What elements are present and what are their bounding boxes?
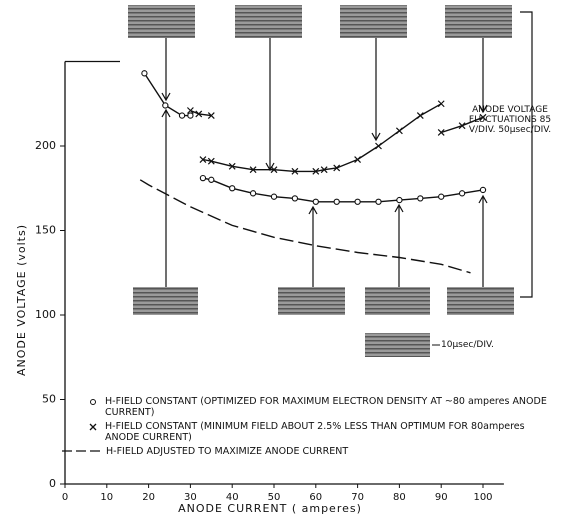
point <box>396 128 402 134</box>
x-tick-label: 100 <box>473 492 492 503</box>
oscillograms <box>128 5 514 357</box>
bracket <box>520 12 532 297</box>
x-tick-label: 20 <box>142 492 155 503</box>
oscillogram <box>128 5 195 38</box>
annotation: 10μsec/DIV. <box>441 340 494 350</box>
x-tick-label: 80 <box>393 492 406 503</box>
y-tick-label: 0 <box>49 477 56 490</box>
x-tick-label: 60 <box>309 492 322 503</box>
point <box>142 71 147 76</box>
oscillogram <box>447 287 514 315</box>
x-tick-label: 10 <box>100 492 113 503</box>
series-line <box>190 104 483 172</box>
point <box>188 113 193 118</box>
series-line <box>144 73 483 202</box>
legend-entry: H-FIELD CONSTANT (MINIMUM FIELD ABOUT 2.… <box>105 421 545 443</box>
arrow <box>162 110 170 287</box>
y-tick-label: 150 <box>35 224 56 237</box>
point <box>438 101 444 107</box>
oscillogram <box>445 5 512 38</box>
point <box>200 176 205 181</box>
point <box>163 103 168 108</box>
point <box>439 194 444 199</box>
x-tick-label: 70 <box>351 492 364 503</box>
point <box>418 196 423 201</box>
arrow <box>309 207 317 287</box>
point <box>292 196 297 201</box>
point <box>480 187 485 192</box>
annotation: ANODE VOLTAGE FLUCTUATIONS 85 V/DIV. 50μ… <box>465 105 555 135</box>
x-tick-label: 90 <box>435 492 448 503</box>
point <box>355 157 361 163</box>
x-axis-label: ANODE CURRENT ( amperes) <box>178 502 362 515</box>
arrow <box>372 38 380 140</box>
oscillogram <box>365 333 430 357</box>
point <box>313 199 318 204</box>
arrow <box>479 38 487 112</box>
point <box>376 199 381 204</box>
point <box>271 194 276 199</box>
point <box>417 113 423 119</box>
point <box>460 191 465 196</box>
x-tick-label: 30 <box>184 492 197 503</box>
point <box>179 113 184 118</box>
x-tick-label: 0 <box>62 492 68 503</box>
x-tick-label: 50 <box>268 492 281 503</box>
oscillogram <box>340 5 407 38</box>
y-axis-label: ANODE VOLTAGE (volts) <box>15 224 28 376</box>
arrow <box>479 196 487 287</box>
oscillogram <box>133 287 198 315</box>
legend-entry: H-FIELD ADJUSTED TO MAXIMIZE ANODE CURRE… <box>106 446 546 457</box>
point <box>397 197 402 202</box>
arrow <box>395 205 403 287</box>
y-tick-label: 50 <box>42 393 56 406</box>
point <box>334 199 339 204</box>
series-line <box>140 180 470 273</box>
legend-entry: H-FIELD CONSTANT (OPTIMIZED FOR MAXIMUM … <box>105 396 550 418</box>
arrow <box>266 38 274 170</box>
point <box>251 191 256 196</box>
page: ANODE VOLTAGE (volts) ANODE CURRENT ( am… <box>0 0 561 519</box>
legend-marker <box>91 400 96 405</box>
legend-marker <box>90 424 96 430</box>
point <box>230 186 235 191</box>
point <box>355 199 360 204</box>
y-tick-label: 100 <box>35 308 56 321</box>
oscillogram <box>365 287 430 315</box>
point <box>376 143 382 149</box>
point <box>209 177 214 182</box>
arrows <box>162 12 532 297</box>
x-tick-label: 40 <box>226 492 239 503</box>
oscillogram <box>235 5 302 38</box>
arrow <box>162 38 170 100</box>
legend-symbols <box>62 400 104 452</box>
y-tick-label: 200 <box>35 139 56 152</box>
oscillogram <box>278 287 345 315</box>
